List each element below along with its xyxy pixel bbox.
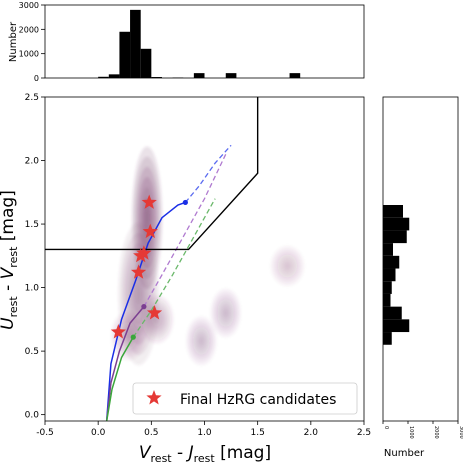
- ytick-label: 0.0: [25, 411, 40, 421]
- top-hist-bar: [98, 76, 109, 78]
- main-plot: -0.5 0.0 0.5 1.0 1.5 2.0 2.5 0.0 0.5 1.0 1.5 2.0 2.…: [0, 93, 371, 464]
- xtick-label: 1.5: [251, 428, 265, 438]
- xtick-label: 0.0: [91, 428, 106, 438]
- track-purple-end: [141, 304, 147, 310]
- candidate-star: [110, 324, 126, 339]
- track-purple-dashed: [143, 153, 227, 307]
- track-green-dashed: [132, 198, 216, 338]
- right-xtick-label: 0: [383, 426, 389, 429]
- track-green-end: [130, 334, 136, 340]
- track-blue-end: [182, 199, 188, 206]
- top-hist-frame: [44, 4, 365, 79]
- right-xtick-label: 2000: [433, 426, 439, 439]
- top-hist-bar: [130, 9, 141, 78]
- right-hist-bar: [383, 217, 410, 231]
- top-ytick-label: 1000: [19, 50, 39, 59]
- top-histogram: 0 1000 2000 3000 Number: [8, 1, 365, 83]
- density-blob: [210, 288, 242, 338]
- density-level: [144, 207, 150, 228]
- density-level: [135, 283, 142, 305]
- candidate-star: [130, 264, 147, 279]
- main-plot-frame: [44, 96, 365, 422]
- density-blob: [139, 294, 174, 344]
- xtick-label: 0.5: [144, 428, 158, 438]
- legend: Final HzRG candidates: [132, 382, 358, 415]
- density-blob: [270, 245, 305, 287]
- ytick-label: 1.5: [25, 220, 39, 230]
- candidate-star: [141, 194, 157, 209]
- evolution-tracks: [105, 144, 232, 421]
- right-xtick-label: 1000: [408, 426, 414, 439]
- top-hist-bar: [151, 77, 162, 78]
- legend-star-marker: [146, 390, 162, 405]
- top-hist-bar: [225, 73, 237, 78]
- track-purple: [105, 306, 145, 421]
- top-hist-bar: [119, 31, 131, 78]
- candidate-star: [133, 247, 149, 263]
- legend-label: Final HzRG candidates: [180, 392, 336, 408]
- legend-box: [132, 382, 358, 415]
- xtick-label: 2.0: [304, 428, 319, 438]
- right-hist-bar: [383, 319, 410, 333]
- right-hist-xticks: 0 1000 2000 3000: [382, 421, 463, 439]
- right-hist-bar: [383, 230, 407, 244]
- right-hist-bar: [383, 332, 392, 345]
- right-hist-xlabel: Number: [384, 448, 425, 459]
- right-hist-bar: [383, 205, 403, 218]
- top-ytick-label: 2000: [19, 25, 39, 34]
- ytick-label: 0.5: [25, 347, 39, 357]
- density-blob: [185, 316, 217, 366]
- top-hist-ylabel: Number: [8, 21, 19, 62]
- ytick-label: 2.0: [25, 157, 40, 167]
- top-ytick-label: 3000: [19, 1, 39, 10]
- track-blue: [105, 201, 186, 421]
- top-hist-bar: [193, 73, 205, 78]
- right-hist-bar: [383, 255, 400, 269]
- density-level: [285, 263, 290, 269]
- density-level: [223, 309, 228, 317]
- right-hist-bar: [383, 243, 393, 256]
- candidate-star: [146, 305, 163, 320]
- xtick-label: 2.5: [357, 428, 371, 438]
- right-hist-bar: [383, 268, 396, 282]
- xtick-label: 1.0: [197, 428, 212, 438]
- track-blue-dashed: [184, 144, 232, 203]
- right-hist-bar: [383, 293, 391, 307]
- density-level: [199, 337, 204, 345]
- main-ylabel: Urest - Vrest [mag]: [0, 190, 20, 330]
- top-hist-yticks: 0 1000 2000 3000: [19, 1, 45, 83]
- candidate-star: [136, 245, 152, 260]
- main-xticks: -0.5 0.0 0.5 1.0 1.5 2.0 2.5: [36, 421, 371, 438]
- ytick-label: 2.5: [25, 93, 39, 103]
- track-green: [105, 336, 134, 421]
- top-hist-bar: [108, 74, 120, 78]
- ytick-label: 1.0: [25, 284, 40, 294]
- candidate-star: [142, 223, 158, 239]
- right-histogram: 0 1000 2000 3000 Number: [382, 96, 463, 459]
- main-xlabel: Vrest - Jrest [mag]: [139, 443, 271, 464]
- density-level: [125, 332, 131, 340]
- xtick-label: -0.5: [36, 428, 54, 438]
- right-hist-bars: [383, 205, 410, 345]
- top-ytick-label: 0: [34, 74, 39, 83]
- candidate-stars: [110, 194, 163, 339]
- right-hist-bar: [383, 281, 392, 294]
- main-yticks: 0.0 0.5 1.0 1.5 2.0 2.5: [25, 93, 45, 421]
- top-hist-bar: [140, 48, 152, 78]
- right-hist-bar: [383, 306, 402, 320]
- top-hist-bar: [289, 73, 301, 78]
- right-xtick-label: 3000: [458, 426, 463, 439]
- selection-boundary: [45, 97, 259, 251]
- top-hist-bars: [98, 9, 301, 78]
